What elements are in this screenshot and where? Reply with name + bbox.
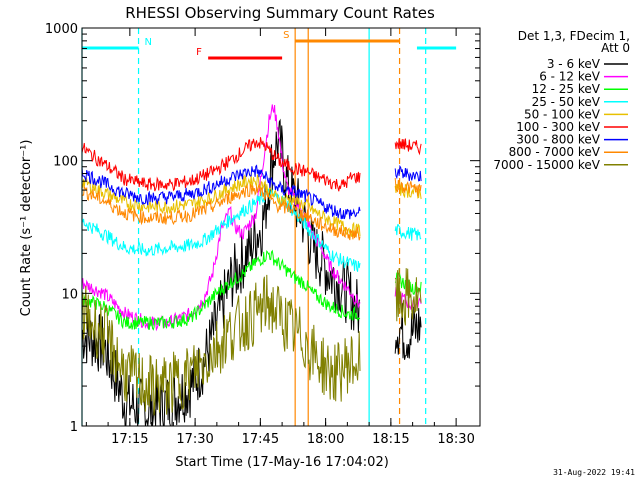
legend-label-7: 800 - 7000 keV: [509, 145, 601, 159]
x-axis-ticks: 17:15 17:30 17:45 18:00 18:15 18:30: [85, 28, 475, 447]
y-axis-label: Count Rate (s⁻¹ detector⁻¹): [19, 140, 34, 317]
series-line-4: [81, 173, 361, 238]
flag-label-F: F: [196, 47, 202, 58]
y-tick-label-0: 1: [70, 420, 78, 435]
legend-header-line2: Att 0: [601, 41, 630, 55]
legend-label-8: 7000 - 15000 keV: [493, 158, 600, 172]
y-tick-label-3: 1000: [45, 22, 78, 37]
legend-label-1: 6 - 12 keV: [539, 70, 601, 84]
legend-label-3: 25 - 50 keV: [532, 95, 601, 109]
series-line-7: [81, 183, 361, 241]
legend-label-4: 50 - 100 keV: [524, 107, 601, 121]
x-tick-label-1: 17:30: [176, 432, 213, 447]
data-series: [81, 104, 422, 427]
series-line-5-b: [394, 138, 422, 156]
x-tick-label-0: 17:15: [111, 432, 148, 447]
y-tick-label-2: 100: [53, 155, 78, 170]
series-line-7-b: [394, 178, 422, 197]
series-line-2: [81, 249, 361, 331]
x-tick-label-2: 17:45: [242, 432, 279, 447]
legend-header-line1: Det 1,3, FDecim 1,: [518, 29, 630, 43]
x-tick-label-5: 18:30: [437, 432, 474, 447]
series-line-3: [81, 188, 361, 272]
y-tick-label-1: 10: [61, 287, 78, 302]
x-tick-label-4: 18:15: [372, 432, 409, 447]
y-axis-ticks: 1 10 100 1000: [45, 22, 480, 435]
flag-label-N: N: [145, 37, 152, 48]
series-line-3-b: [394, 224, 422, 241]
legend-label-6: 300 - 800 keV: [516, 133, 600, 147]
series-line-8-b: [394, 268, 422, 326]
x-axis-label: Start Time (17-May-16 17:04:02): [175, 455, 389, 470]
series-line-8: [81, 274, 361, 416]
x-tick-label-3: 18:00: [307, 432, 344, 447]
timestamp-stamp: 31-Aug-2022 19:41: [553, 468, 635, 477]
flag-bars: N F S: [82, 30, 457, 60]
series-line-6: [81, 164, 361, 220]
series-line-6-b: [394, 164, 422, 182]
flag-label-S: S: [283, 30, 289, 41]
plot-frame: [81, 27, 481, 427]
series-line-1: [81, 104, 361, 332]
series-line-5: [81, 137, 361, 192]
legend-label-5: 100 - 300 keV: [516, 120, 600, 134]
chart-title: RHESSI Observing Summary Count Rates: [125, 4, 435, 22]
legend-label-0: 3 - 6 keV: [547, 57, 601, 71]
series-line-0-b: [394, 303, 422, 360]
legend-label-2: 12 - 25 keV: [532, 82, 601, 96]
